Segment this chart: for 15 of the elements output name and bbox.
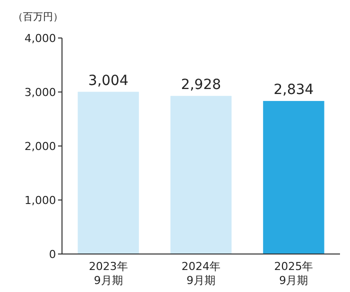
y-axis-title: （百万円） [13,12,63,23]
bar [78,92,139,254]
y-tick-label: 3,000 [24,86,56,99]
y-tick-label: 2,000 [24,140,56,153]
x-tick-label: 2024年 9月期 [182,260,220,287]
x-tick-label: 2025年 9月期 [274,260,314,287]
data-label: 3,004 [88,72,128,89]
y-tick-label: 1,000 [24,194,56,207]
y-tick-label: 4,000 [24,32,56,45]
data-label: 2,928 [180,76,222,93]
data-label: 2,834 [274,82,314,98]
bar [170,96,232,254]
bar [263,100,324,254]
x-tick-label: 2023年 9月期 [88,260,128,287]
y-tick-label: 0 [49,248,56,261]
